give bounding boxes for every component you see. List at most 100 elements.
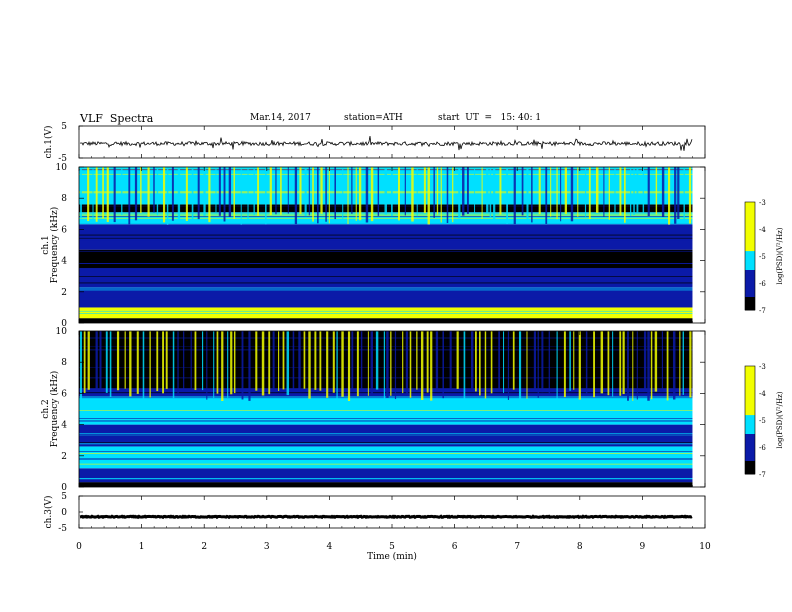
ch1_spectrogram-colorbar-cell — [745, 258, 755, 262]
ch1_spectrogram-ytick-label: 6 — [61, 225, 67, 235]
ch1_spectrogram-colorbar-cell — [745, 210, 755, 214]
ch1_spectrogram-colorbar-cell — [745, 288, 755, 292]
ch2_spectrogram-lowband — [79, 482, 693, 487]
ch1_spectrogram-colorbar-cell — [745, 242, 755, 246]
ch1_spectrogram-colorbar-cell — [745, 250, 755, 254]
ch1_spectrogram-band — [79, 249, 693, 269]
time-tick-label: 10 — [699, 542, 711, 552]
ch2_spectrogram-colorbar-cell — [745, 409, 755, 413]
ch2_spectrogram-ytick-label: 6 — [61, 389, 67, 399]
time-tick-label: 6 — [452, 542, 458, 552]
ch2_spectrogram-colorbar-cell — [745, 390, 755, 394]
ch2_spectrogram-colorbar-cell — [745, 468, 755, 472]
ch1_spectrogram-ytick-label: 0 — [61, 319, 67, 329]
ch2_spectrogram-colorbar-cell — [745, 471, 755, 475]
ch1_spectrogram-colorbar-cell — [745, 293, 755, 297]
ch1_spectrogram-colorbar-cell — [745, 291, 755, 295]
ch2_spectrogram-colorbar-cell — [745, 406, 755, 410]
ch1_waveform-ytick-label: 5 — [61, 122, 67, 132]
ch1_spectrogram-ylabel-frequency: Frequency (kHz) — [49, 207, 60, 284]
ch1_spectrogram-colorbar-cell — [745, 261, 755, 265]
time-tick-label: 4 — [327, 542, 333, 552]
ch2_spectrogram-colorbar-cell — [745, 371, 755, 375]
ch1_spectrogram-colorbar-cell — [745, 202, 755, 206]
ch2_spectrogram-ytick-label: 2 — [61, 452, 67, 462]
ch1_waveform-ytick-label: -5 — [58, 154, 67, 164]
ch2_spectrogram-colorbar-cell — [745, 420, 755, 424]
ch2_spectrogram-colorbar-cell — [745, 441, 755, 445]
time-tick-label: 9 — [640, 542, 646, 552]
ch2_spectrogram-colorbar-cell — [745, 455, 755, 459]
ch2_spectrogram-colorbar-cell — [745, 368, 755, 372]
ch2_spectrogram-colorbar-cell — [745, 463, 755, 467]
ch2_spectrogram-colorbar-cell — [745, 411, 755, 416]
time-axis-label: Time (min) — [367, 551, 417, 562]
ch1_spectrogram-colorbar-cell — [745, 229, 755, 233]
ch1_waveform-frame — [78, 125, 706, 159]
ch2_spectrogram-colorbar-cell — [745, 430, 755, 434]
ch2_spectrogram-band — [79, 331, 693, 389]
ch3_waveform-trace — [79, 514, 693, 520]
ch2_spectrogram-colorbar-cell — [745, 460, 755, 464]
ch3_waveform-ytick-label: 0 — [61, 508, 67, 518]
ch1_spectrogram-lowband — [79, 318, 693, 323]
date-label: Mar.14, 2017 — [250, 113, 311, 123]
ch1_spectrogram-colorbar-cell — [745, 304, 755, 308]
ch2_spectrogram-colorbar-cell — [745, 425, 755, 429]
ch1_waveform-ylabel: ch.1(V) — [43, 126, 54, 159]
ch1_waveform-trace — [79, 136, 693, 151]
ch2_spectrogram-ytick-label: 10 — [56, 327, 68, 337]
ch2_spectrogram-ytick-label: 0 — [61, 483, 67, 493]
ch1_spectrogram-ytick-label: 4 — [61, 257, 67, 267]
ch1_spectrogram-colorbar-cell — [745, 269, 755, 273]
ch1_spectrogram-ytick-label: 10 — [56, 163, 68, 173]
ch1_spectrogram-colorbar-cell — [745, 285, 755, 289]
ch2_spectrogram-colorbar-cell — [745, 379, 755, 383]
ch1_spectrogram-colorbar-cell — [745, 237, 755, 241]
time-tick-label: 0 — [76, 542, 82, 552]
ch2_spectrogram-ytick-label: 8 — [61, 358, 67, 368]
ch1_spectrogram-colorbar-cell — [745, 212, 755, 216]
ch1_spectrogram-colorbar-tick: -6 — [759, 280, 766, 288]
ch2_spectrogram-colorbar-cell — [745, 403, 755, 407]
time-tick-label: 2 — [201, 542, 207, 552]
ch1_spectrogram-colorbar-cell — [745, 256, 755, 260]
ch1_spectrogram-colorbar-cell — [745, 239, 755, 243]
ch2_spectrogram-colorbar-tick: -5 — [759, 417, 766, 425]
ch2_spectrogram-ylabel: ch.2 — [41, 399, 51, 418]
ch2_spectrogram-colorbar-tick: -3 — [759, 363, 766, 371]
ch2_spectrogram-colorbar-cell — [745, 366, 755, 370]
ch2_spectrogram-ytick-label: 4 — [61, 421, 67, 431]
ch1_spectrogram-colorbar-cell — [745, 218, 755, 222]
ch1_spectrogram-ytick-label: 2 — [61, 288, 67, 298]
ch2_spectrogram-colorbar-tick: -4 — [759, 390, 766, 398]
ch2_spectrogram-nodata — [692, 331, 705, 487]
ch2_spectrogram-colorbar-cell — [745, 447, 755, 451]
ch2_spectrogram-colorbar-cell — [745, 393, 755, 397]
ch1_spectrogram-colorbar-cell — [745, 307, 755, 311]
ch2_spectrogram-band — [79, 446, 693, 469]
time-tick-label: 1 — [139, 542, 145, 552]
ch1_spectrogram-colorbar-tick: -7 — [759, 307, 766, 315]
time-tick-label: 7 — [514, 542, 520, 552]
ch1_spectrogram-colorbar-tick: -4 — [759, 226, 766, 234]
ch2_spectrogram-colorbar-cell — [745, 417, 755, 421]
ch1_spectrogram-colorbar-cell — [745, 274, 755, 279]
figure-title: VLF Spectra — [80, 112, 154, 125]
ch1_spectrogram-band — [79, 224, 693, 250]
ch2_spectrogram-band — [79, 468, 693, 483]
ch1_spectrogram-colorbar-cell — [745, 266, 755, 270]
ch1_spectrogram-colorbar-cell — [745, 231, 755, 235]
ch1_spectrogram-colorbar-cell — [745, 207, 755, 211]
ch2_spectrogram-colorbar-cell — [745, 436, 755, 440]
ch2_spectrogram-colorbar-cell — [745, 395, 755, 399]
ch1_spectrogram-colorbar-cell — [745, 296, 755, 300]
ch1_spectrogram-colorbar-cell — [745, 283, 755, 287]
ch2_spectrogram-colorbar-cell — [745, 387, 755, 391]
ch2_spectrogram-colorbar-cell — [745, 382, 755, 386]
ch2_spectrogram-colorbar-cell — [745, 438, 755, 443]
ch2_spectrogram-colorbar-cell — [745, 401, 755, 405]
start-time-label: start UT = 15: 40: 1 — [438, 113, 542, 123]
ch1_spectrogram-colorbar-cell — [745, 245, 755, 249]
